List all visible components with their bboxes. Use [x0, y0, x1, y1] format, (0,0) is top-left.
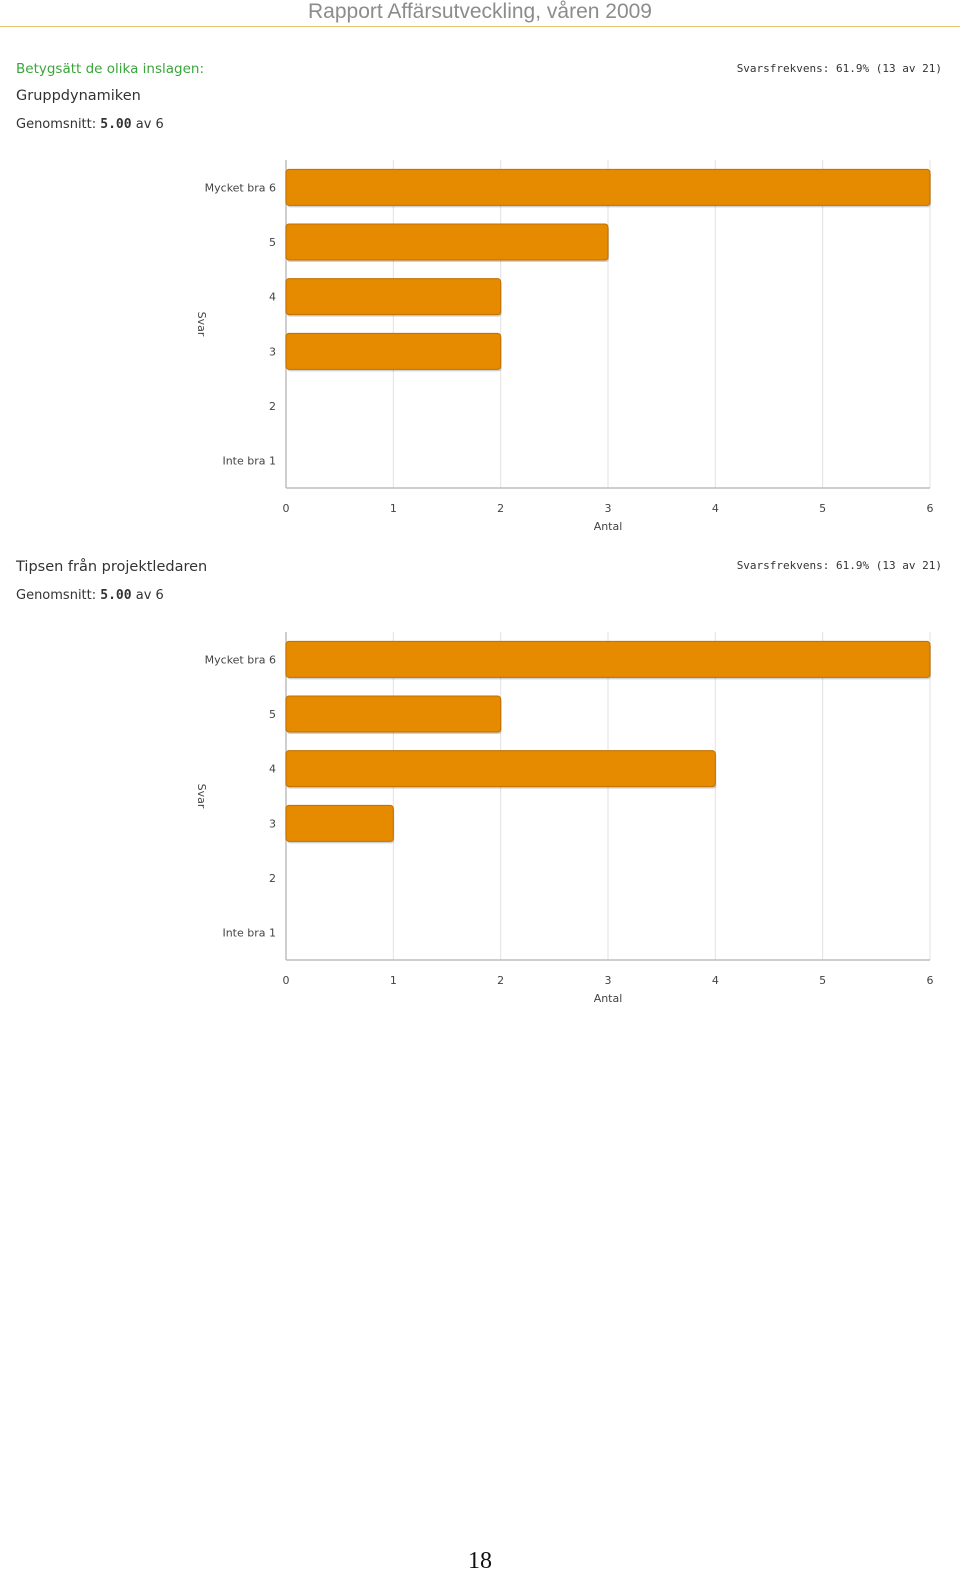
x-tick-label: 1 — [390, 974, 397, 987]
x-tick-label: 5 — [819, 502, 826, 515]
bar — [285, 223, 609, 261]
bar — [285, 695, 502, 733]
average-suffix: av 6 — [135, 588, 164, 603]
x-tick-label: 5 — [819, 974, 826, 987]
category-label: 5 — [269, 236, 276, 249]
x-tick-label: 1 — [390, 502, 397, 515]
x-tick-label: 6 — [927, 974, 934, 987]
x-tick-label: 2 — [497, 974, 504, 987]
x-tick-label: 4 — [712, 974, 719, 987]
document-title: Rapport Affärsutveckling, våren 2009 — [308, 0, 652, 23]
bar — [285, 640, 931, 678]
category-label: Mycket bra 6 — [205, 653, 276, 666]
x-tick-label: 2 — [497, 502, 504, 515]
x-tick-label: 6 — [927, 502, 934, 515]
average-label: Genomsnitt: — [16, 588, 97, 603]
x-axis-title: Antal — [594, 992, 623, 1005]
category-label: Mycket bra 6 — [205, 181, 276, 194]
x-tick-label: 3 — [605, 502, 612, 515]
section-intro: Betygsätt de olika inslagen: — [16, 61, 205, 77]
average-2: Genomsnitt: 5.00 av 6 — [16, 588, 164, 603]
category-label: 3 — [269, 345, 276, 358]
page-header: Rapport Affärsutveckling, våren 2009 — [0, 0, 960, 27]
x-axis-title: Antal — [594, 520, 623, 533]
x-tick-label: 0 — [283, 502, 290, 515]
bar — [285, 168, 931, 206]
category-label: 5 — [269, 708, 276, 721]
average-value: 5.00 — [100, 117, 132, 132]
x-tick-label: 3 — [605, 974, 612, 987]
bar-chart-2: Mycket bra 6 5 4 3 2 Inte bra 1 0 1 2 3 4 5 6 Antal Sv… — [195, 632, 934, 1005]
question-title-2: Tipsen från projektledaren — [16, 559, 208, 575]
y-axis-title: Svar — [195, 784, 208, 809]
average-1: Genomsnitt: 5.00 av 6 — [16, 117, 164, 132]
y-axis-title: Svar — [195, 312, 208, 337]
category-label: 2 — [269, 400, 276, 413]
x-tick-label: 4 — [712, 502, 719, 515]
category-label: 2 — [269, 872, 276, 885]
category-label: 4 — [269, 291, 276, 304]
bar — [285, 750, 716, 788]
average-value: 5.00 — [100, 588, 132, 603]
category-label: Inte bra 1 — [222, 455, 276, 468]
bar — [285, 804, 394, 842]
average-label: Genomsnitt: — [16, 117, 97, 132]
bar — [285, 332, 502, 370]
response-rate-2: Svarsfrekvens: 61.9% (13 av 21) — [736, 559, 942, 572]
average-suffix: av 6 — [135, 117, 164, 132]
bar — [285, 278, 502, 316]
category-label: 4 — [269, 763, 276, 776]
bar-chart-1: Mycket bra 6 5 4 3 2 Inte bra 1 0 1 2 3 4 5 6 Antal Sv… — [195, 160, 934, 533]
page-number: 18 — [468, 1548, 492, 1574]
category-label: Inte bra 1 — [222, 927, 276, 940]
question-title-1: Gruppdynamiken — [16, 88, 141, 104]
category-label: 3 — [269, 817, 276, 830]
x-tick-label: 0 — [283, 974, 290, 987]
response-rate-1: Svarsfrekvens: 61.9% (13 av 21) — [736, 62, 942, 75]
